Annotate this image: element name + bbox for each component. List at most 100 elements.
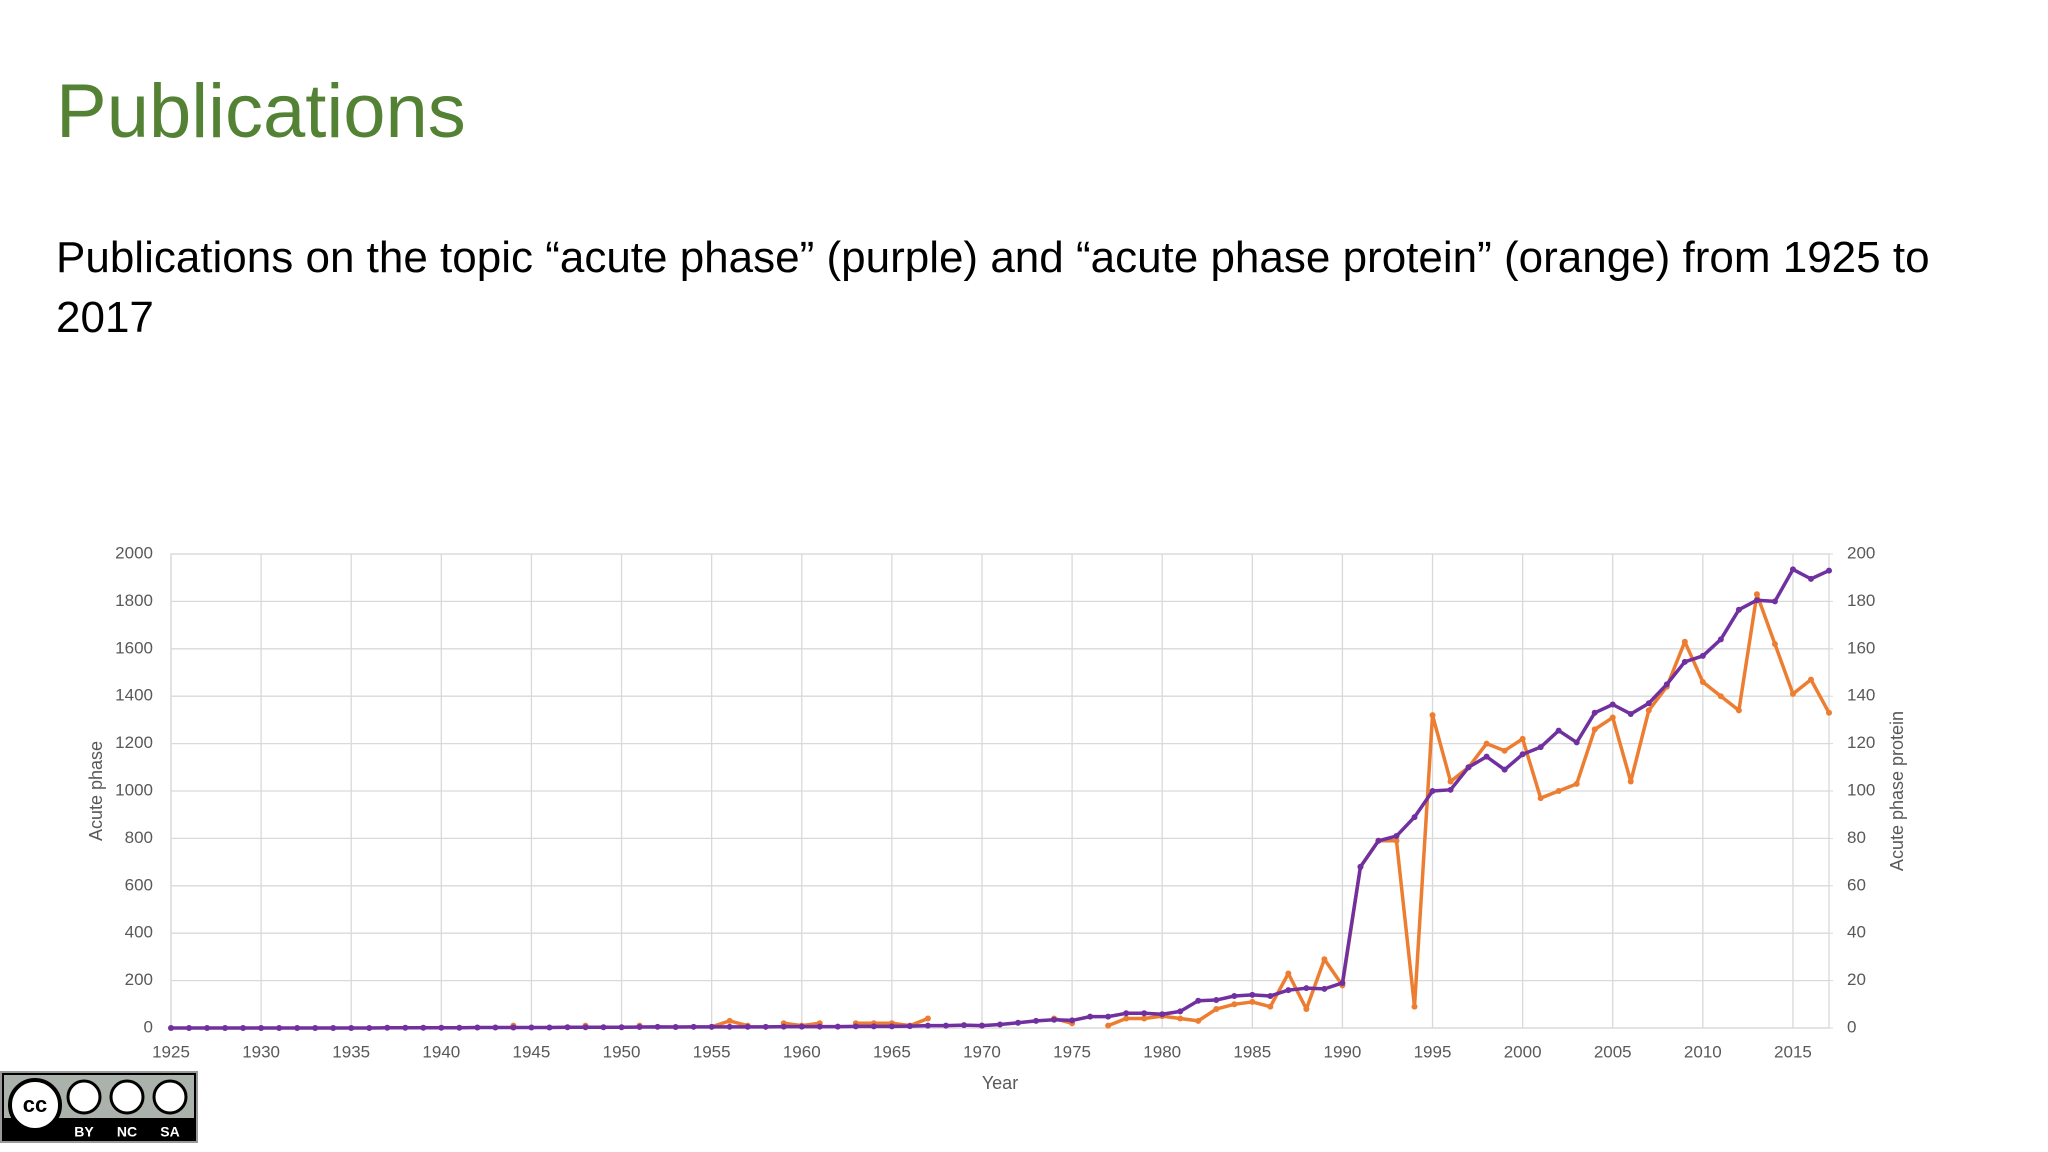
point bbox=[600, 1024, 607, 1031]
point bbox=[564, 1024, 571, 1031]
y2-tick-label: 80 bbox=[1847, 828, 1866, 847]
by-icon bbox=[66, 1079, 102, 1115]
point bbox=[1717, 636, 1724, 643]
point bbox=[348, 1025, 355, 1031]
y2-tick-label: 200 bbox=[1847, 543, 1875, 562]
point bbox=[1753, 597, 1760, 604]
point bbox=[492, 1024, 499, 1031]
y-tick-label: 1400 bbox=[115, 686, 153, 705]
point bbox=[1429, 712, 1436, 719]
y-tick-label: 1800 bbox=[115, 591, 153, 610]
y-tick-label: 2000 bbox=[115, 543, 153, 562]
x-tick-label: 1975 bbox=[1053, 1042, 1091, 1061]
point bbox=[510, 1024, 517, 1031]
point bbox=[1735, 606, 1742, 613]
point bbox=[312, 1025, 319, 1031]
point bbox=[528, 1024, 535, 1031]
point bbox=[924, 1022, 931, 1029]
y2-tick-label: 100 bbox=[1847, 780, 1875, 799]
x-tick-label: 1995 bbox=[1414, 1042, 1452, 1061]
point bbox=[1555, 727, 1562, 734]
point bbox=[1249, 998, 1256, 1005]
point bbox=[978, 1022, 985, 1029]
point bbox=[294, 1025, 301, 1031]
x-tick-label: 1935 bbox=[332, 1042, 370, 1061]
point bbox=[186, 1025, 193, 1031]
point bbox=[1267, 1003, 1274, 1010]
point bbox=[1339, 979, 1346, 986]
y2-tick-label: 160 bbox=[1847, 638, 1875, 657]
y-tick-label: 1600 bbox=[115, 638, 153, 657]
point bbox=[1537, 744, 1544, 751]
point bbox=[1645, 700, 1652, 707]
y2-tick-label: 20 bbox=[1847, 970, 1866, 989]
point bbox=[997, 1021, 1003, 1028]
slide-title: Publications bbox=[56, 69, 466, 154]
y-tick-label: 0 bbox=[144, 1017, 153, 1036]
point bbox=[168, 1025, 174, 1031]
point bbox=[1663, 681, 1670, 688]
x-tick-label: 2000 bbox=[1504, 1042, 1542, 1061]
point bbox=[1177, 1008, 1184, 1015]
point bbox=[1826, 567, 1832, 574]
x-tick-label: 2005 bbox=[1594, 1042, 1632, 1061]
series-line bbox=[711, 592, 1831, 1029]
point bbox=[1303, 985, 1310, 992]
point bbox=[1051, 1016, 1058, 1023]
point bbox=[1105, 1013, 1112, 1020]
x-tick-label: 1990 bbox=[1323, 1042, 1361, 1061]
point bbox=[1591, 726, 1598, 733]
x-tick-label: 1985 bbox=[1233, 1042, 1271, 1061]
point bbox=[582, 1024, 589, 1031]
point bbox=[1303, 1006, 1310, 1013]
point bbox=[1177, 1015, 1184, 1022]
series-line bbox=[171, 567, 1830, 1030]
point bbox=[1429, 788, 1436, 794]
point bbox=[1627, 710, 1634, 717]
x-tick-label: 1980 bbox=[1143, 1042, 1181, 1061]
point bbox=[1483, 753, 1490, 760]
point bbox=[1141, 1015, 1148, 1022]
point bbox=[618, 1024, 625, 1031]
x-tick-label: 1925 bbox=[152, 1042, 190, 1061]
point bbox=[1771, 598, 1778, 605]
point bbox=[1033, 1017, 1040, 1024]
point bbox=[1483, 740, 1490, 747]
x-tick-label: 1960 bbox=[783, 1042, 821, 1061]
point bbox=[258, 1025, 265, 1031]
slide-subtitle: Publications on the topic “acute phase” … bbox=[56, 233, 1930, 342]
x-tick-label: 1930 bbox=[242, 1042, 280, 1061]
point bbox=[1321, 985, 1328, 992]
point bbox=[1357, 863, 1364, 870]
point bbox=[474, 1024, 481, 1031]
badge-text: SA bbox=[160, 1124, 179, 1140]
y2-tick-label: 0 bbox=[1847, 1017, 1856, 1036]
point bbox=[1321, 956, 1328, 963]
x-tick-label: 1950 bbox=[603, 1042, 641, 1061]
sa-icon bbox=[152, 1079, 188, 1115]
plot-border bbox=[170, 553, 1830, 1029]
point bbox=[204, 1025, 211, 1031]
point bbox=[240, 1025, 247, 1031]
point bbox=[1231, 1001, 1238, 1008]
point bbox=[1393, 833, 1400, 840]
badge-text: NC bbox=[117, 1124, 137, 1140]
point bbox=[1753, 591, 1760, 598]
point bbox=[780, 1023, 787, 1030]
point bbox=[546, 1024, 553, 1031]
point bbox=[906, 1023, 913, 1030]
point bbox=[672, 1024, 679, 1031]
point bbox=[708, 1023, 715, 1030]
y-tick-label: 600 bbox=[125, 875, 153, 894]
point bbox=[384, 1024, 391, 1031]
cc-icon bbox=[8, 1078, 62, 1132]
point bbox=[1609, 714, 1616, 721]
license-badge: cc BY NC SA bbox=[0, 1071, 198, 1143]
point bbox=[942, 1022, 949, 1029]
y-axis-title: Acute phase bbox=[86, 741, 106, 841]
point bbox=[1519, 735, 1526, 742]
x-tick-label: 2015 bbox=[1774, 1042, 1812, 1061]
point bbox=[690, 1023, 697, 1030]
